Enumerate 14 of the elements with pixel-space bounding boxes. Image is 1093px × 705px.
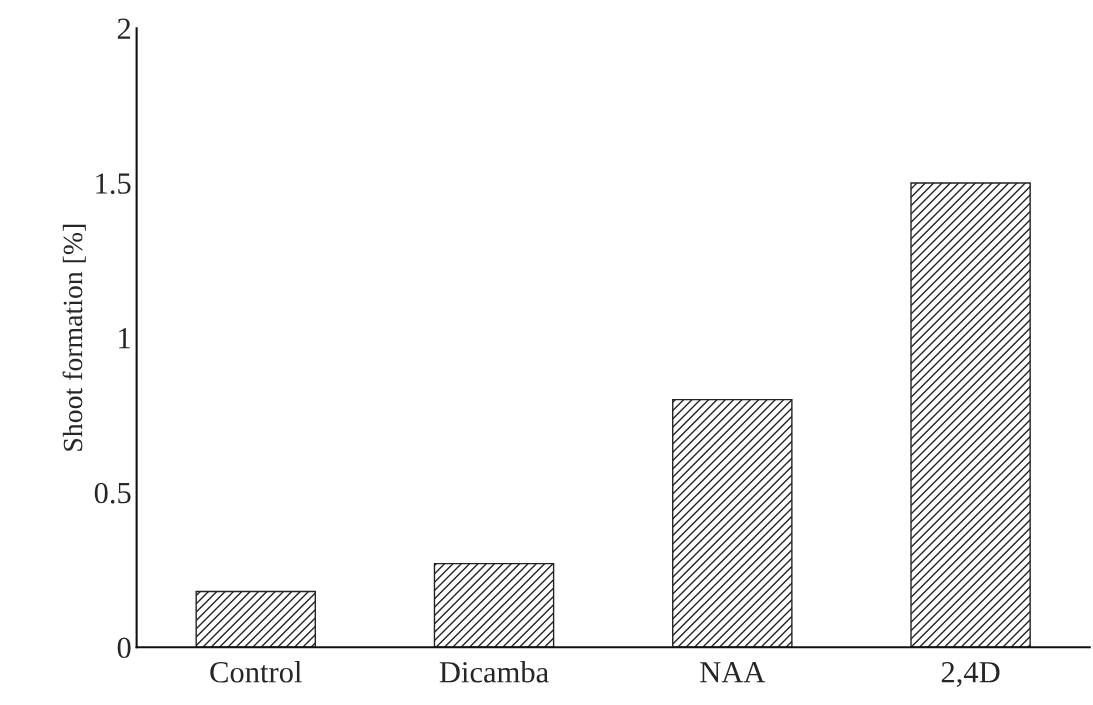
y-tick-label: 0.5 [94,482,131,504]
bar [433,562,555,648]
x-tick-label: NAA [700,662,766,683]
y-tick-label: 2 [117,18,131,39]
x-tick-label: 2,4D [941,662,1000,687]
y-tick-label: 1.5 [96,173,131,194]
y-tick-label: 0 [117,637,131,659]
bar [672,398,793,648]
x-tick-label: Dicamba [439,661,549,683]
y-tick-label: 1 [119,328,130,349]
bar [195,590,317,648]
bar [910,182,1031,648]
x-tick-label: Control [210,661,302,683]
y-axis-title: Shoot formation [%] [62,224,86,451]
